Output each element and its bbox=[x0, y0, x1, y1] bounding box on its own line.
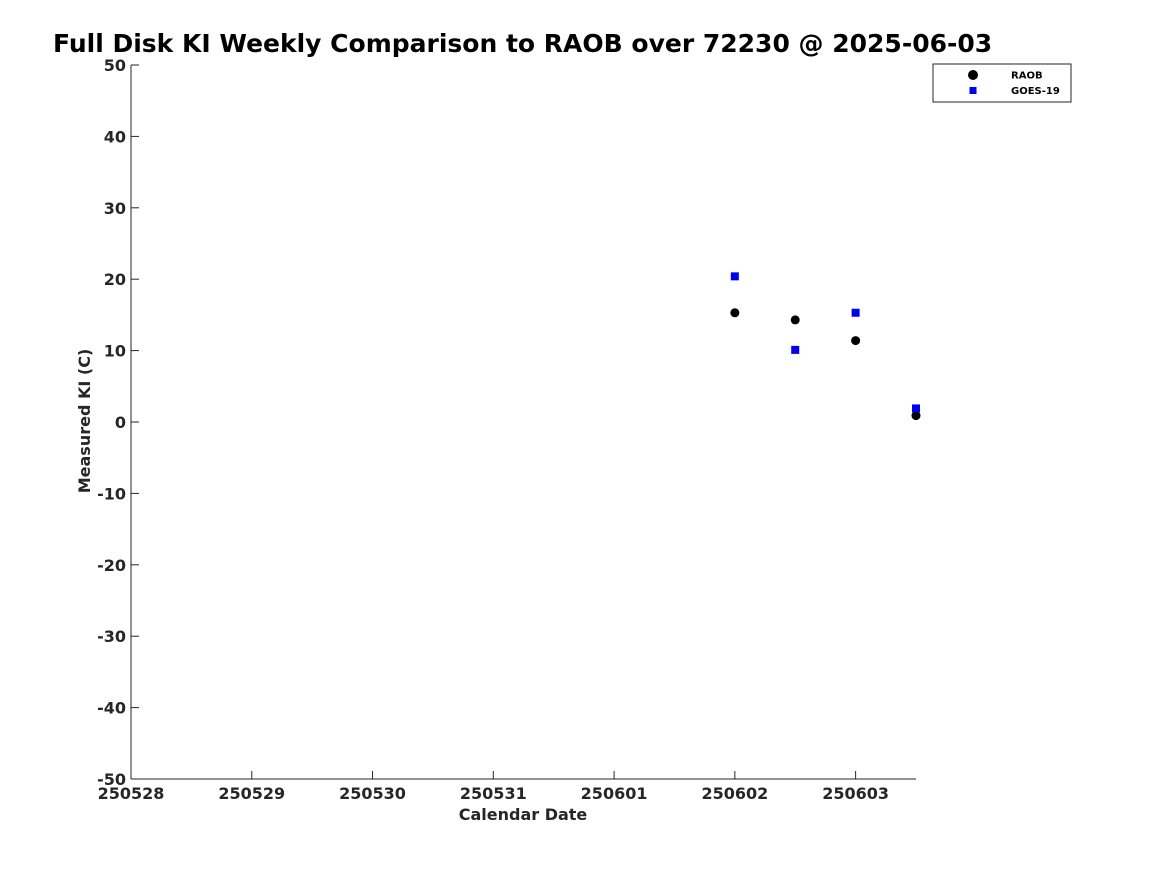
data-point-square bbox=[730, 272, 739, 281]
data-point-square bbox=[851, 308, 860, 317]
series-goes-19 bbox=[730, 272, 920, 413]
data-point-circle bbox=[911, 411, 921, 421]
y-tick-label: 20 bbox=[104, 270, 126, 289]
y-axis-label: Measured KI (C) bbox=[75, 349, 94, 494]
y-tick-label: 0 bbox=[115, 413, 126, 432]
y-tick-label: -40 bbox=[97, 699, 126, 718]
legend-box bbox=[932, 63, 1072, 103]
data-point-square bbox=[912, 404, 920, 413]
data-point-circle bbox=[851, 336, 861, 346]
legend-marker-circle bbox=[968, 70, 978, 80]
x-tick-label: 250601 bbox=[581, 784, 648, 803]
x-tick-label: 250529 bbox=[218, 784, 285, 803]
x-tick-label: 250602 bbox=[701, 784, 768, 803]
x-axis-label: Calendar Date bbox=[459, 805, 588, 824]
data-point-square bbox=[791, 345, 800, 354]
series-raob bbox=[730, 308, 921, 421]
data-point-circle bbox=[790, 315, 800, 325]
legend-marker-square bbox=[969, 87, 977, 94]
x-tick-label: 250531 bbox=[460, 784, 527, 803]
x-tick-label: 250528 bbox=[98, 784, 165, 803]
y-tick-label: 40 bbox=[104, 127, 126, 146]
legend-label: RAOB bbox=[1011, 71, 1043, 82]
y-tick-label: 10 bbox=[104, 342, 126, 361]
y-tick-label: -20 bbox=[97, 556, 126, 575]
x-tick-label: 250530 bbox=[339, 784, 406, 803]
axes: -50 -40 -30 -20 -10 0 10 20 30 40 50 250528 250529 25… bbox=[97, 56, 916, 803]
y-tick-label: -50 bbox=[97, 770, 126, 789]
y-tick-label: -10 bbox=[97, 484, 126, 503]
legend-label: GOES-19 bbox=[1011, 86, 1060, 97]
y-tick-label: 30 bbox=[104, 199, 126, 218]
legend: RAOB GOES-19 bbox=[932, 63, 1072, 103]
x-tick-label: 250603 bbox=[822, 784, 889, 803]
data-marks bbox=[730, 272, 921, 421]
data-point-circle bbox=[730, 308, 740, 318]
y-tick-label: -30 bbox=[97, 627, 126, 646]
chart-title: Full Disk KI Weekly Comparison to RAOB o… bbox=[53, 29, 992, 58]
y-tick-label: 50 bbox=[104, 56, 126, 75]
